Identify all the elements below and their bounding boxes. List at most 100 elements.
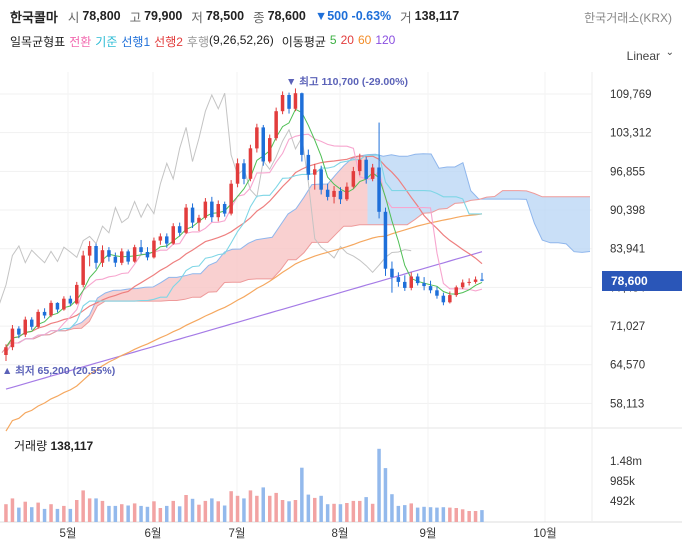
- volume-bar: [197, 504, 201, 522]
- volume-label: 거: [400, 10, 412, 25]
- volume-bar: [94, 498, 98, 522]
- candle-body: [300, 93, 304, 155]
- close-value: 78,600: [267, 9, 306, 23]
- volume-bar: [145, 506, 150, 522]
- price-tick-label: 58,113: [610, 398, 644, 410]
- volume-bar: [139, 505, 143, 522]
- volume-bar: [338, 504, 343, 522]
- candle-body: [216, 204, 220, 218]
- volume-bar: [222, 505, 227, 522]
- candle-body: [441, 295, 446, 303]
- volume-bar: [300, 467, 304, 522]
- open-label: 시: [67, 10, 80, 25]
- volume-bar: [17, 507, 21, 522]
- candle-body: [36, 311, 40, 327]
- low-value: 78,500: [205, 9, 245, 23]
- volume-bar: [55, 508, 60, 522]
- candle-body: [467, 281, 471, 283]
- ma-20: 20: [340, 33, 354, 47]
- volume-bar: [100, 500, 105, 522]
- chevron-down-icon: ⌄: [665, 47, 674, 58]
- ichimoku-span2: 선행2: [154, 35, 183, 49]
- volume-bar: [467, 511, 471, 522]
- volume-tick-label: 492k: [610, 496, 635, 508]
- candle-body: [4, 347, 8, 355]
- candle-body: [81, 255, 85, 285]
- price-axis: 109,769103,31296,85590,39883,94177,48471…: [610, 89, 652, 410]
- volume-bar: [454, 508, 458, 522]
- candle-body: [152, 240, 156, 258]
- price-tick-label: 83,941: [610, 244, 645, 256]
- volume-bars: [4, 448, 484, 522]
- candle-body: [17, 328, 21, 335]
- ma-60: 60: [357, 33, 372, 47]
- candle-body: [49, 302, 53, 316]
- candle-body: [75, 284, 79, 304]
- candle-body: [435, 290, 439, 296]
- ichimoku-lagging-line: [0, 93, 412, 304]
- candle-body: [235, 163, 240, 184]
- candle-body: [132, 247, 137, 262]
- volume-bar: [120, 504, 124, 522]
- ichimoku-span2-line: [1, 190, 590, 353]
- candle-body: [197, 217, 201, 223]
- time-tick-label: 6월: [145, 527, 162, 540]
- volume-bar: [261, 487, 265, 522]
- volume-bar: [370, 503, 375, 522]
- ma-120: 120: [375, 33, 396, 47]
- ichimoku-conversion: 전환: [69, 35, 92, 49]
- volume-bar: [23, 501, 27, 522]
- candle-body: [10, 328, 15, 348]
- candle-body: [145, 252, 150, 258]
- ichimoku-title[interactable]: 일목균형표: [10, 35, 66, 49]
- candle-body: [222, 204, 227, 214]
- volume-bar: [377, 448, 381, 522]
- candle-body: [325, 189, 330, 197]
- candle-body: [358, 159, 362, 172]
- candle-body: [454, 287, 458, 296]
- candle-body: [126, 251, 130, 262]
- volume-bar: [171, 500, 175, 522]
- volume-bar: [81, 490, 85, 522]
- volume-bar: [229, 491, 233, 522]
- scale-mode-label: Linear: [626, 49, 660, 63]
- candle-body: [448, 295, 452, 303]
- candle-body: [383, 211, 388, 269]
- volume-bar: [396, 505, 401, 522]
- time-tick-label: 10월: [533, 527, 556, 540]
- candle-body: [390, 268, 394, 278]
- volume-bar: [403, 505, 407, 522]
- candle-body: [203, 201, 208, 218]
- ma5-line: [5, 108, 483, 348]
- ma-title[interactable]: 이동평균: [281, 35, 326, 49]
- max-annotation: ▼ 최고 110,700 (-29.00%): [286, 75, 408, 88]
- candle-body: [403, 281, 407, 288]
- high-label: 고: [129, 10, 142, 25]
- volume-bar: [268, 495, 272, 522]
- candle-body: [184, 207, 188, 233]
- volume-bar: [75, 500, 79, 522]
- min-annotation: ▲ 최저 65,200 (20.55%): [2, 364, 115, 377]
- volume-bar: [42, 508, 47, 522]
- candle-body: [229, 183, 233, 214]
- time-tick-label: 9월: [420, 527, 437, 540]
- volume-bar: [62, 505, 66, 522]
- candle-body: [370, 167, 375, 179]
- ma120-line: [5, 251, 483, 390]
- volume-bar: [210, 498, 214, 522]
- volume-value: 138,117: [414, 9, 460, 23]
- candle-body: [30, 319, 34, 327]
- stock-name[interactable]: 한국콜마: [10, 9, 58, 25]
- volume-bar: [428, 507, 433, 522]
- time-tick-label: 5월: [60, 527, 77, 540]
- volume-bar: [126, 505, 130, 522]
- scale-mode-dropdown[interactable]: Linear ⌄: [626, 47, 674, 63]
- indicator-legend[interactable]: 일목균형표 전환 기준 선행1 선행2 후행 (9,26,52,26) 이동평균…: [10, 33, 399, 50]
- candle-body: [473, 279, 478, 282]
- volume-bar: [280, 500, 285, 522]
- candle-body: [332, 190, 336, 197]
- candle-body: [55, 302, 60, 310]
- candle-body: [190, 207, 195, 223]
- ma60-line: [5, 213, 483, 432]
